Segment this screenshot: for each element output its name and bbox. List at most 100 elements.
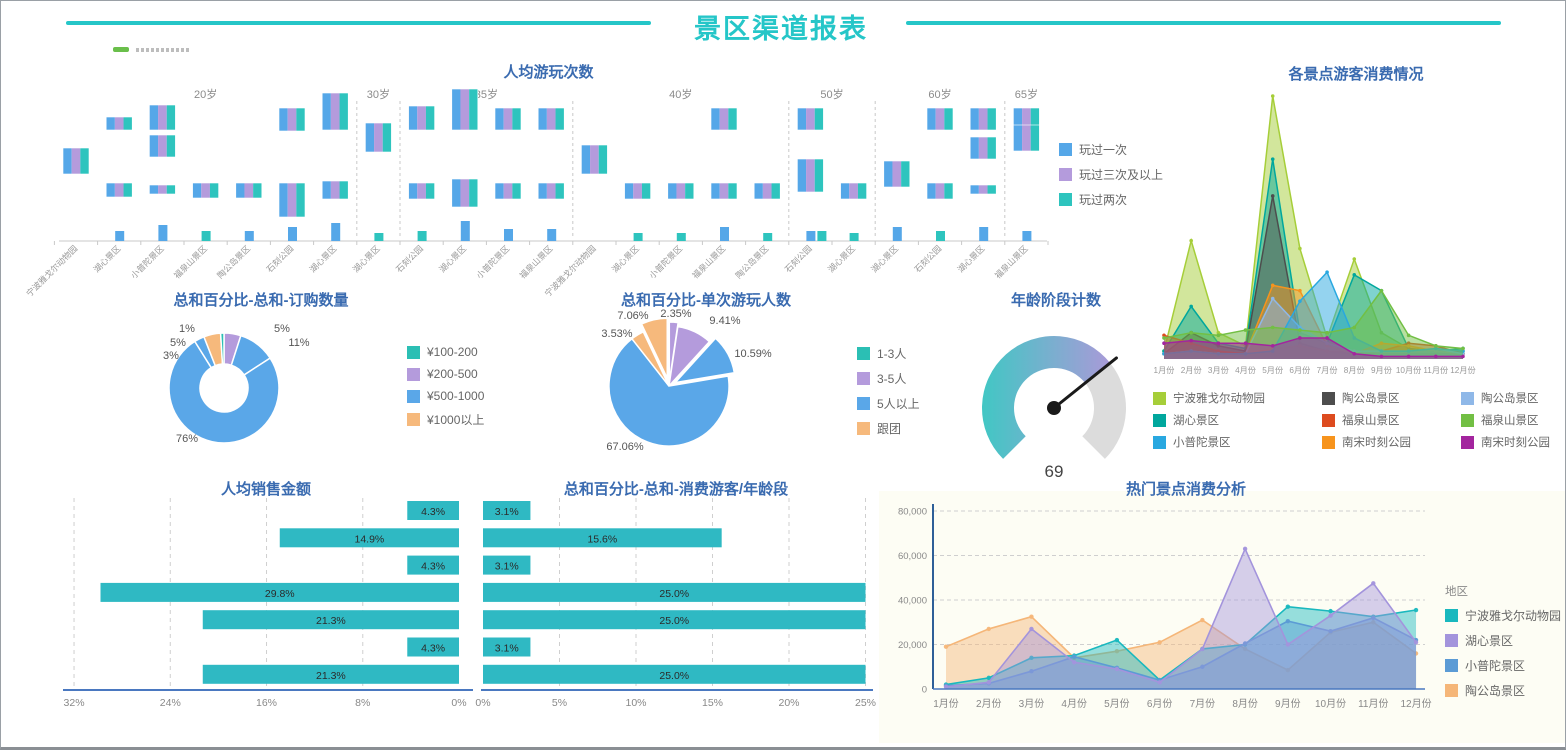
bar-segment[interactable] bbox=[123, 117, 133, 130]
bar-segment[interactable] bbox=[63, 148, 72, 174]
area-series[interactable] bbox=[1164, 290, 1463, 359]
legend-item[interactable]: ¥200-500 bbox=[407, 367, 484, 381]
bar-segment[interactable] bbox=[555, 108, 565, 130]
bar-segment[interactable] bbox=[944, 183, 953, 199]
pie-slice[interactable] bbox=[630, 330, 670, 387]
legend-item[interactable]: 1-3人 bbox=[857, 345, 920, 362]
order-quantity-donut[interactable]: 1%5%3%5%11%76% bbox=[101, 306, 401, 471]
donut-slice[interactable] bbox=[219, 332, 225, 365]
bar-segment[interactable] bbox=[469, 89, 478, 130]
bar-segment[interactable] bbox=[797, 159, 807, 192]
bar-segment[interactable] bbox=[460, 179, 470, 207]
legend-item[interactable]: 3-5人 bbox=[857, 370, 920, 387]
bar-segment[interactable] bbox=[728, 108, 737, 130]
bar-segment[interactable] bbox=[711, 183, 720, 199]
bar-segment[interactable] bbox=[158, 105, 167, 130]
bar-segment[interactable] bbox=[667, 183, 677, 199]
bar-segment[interactable] bbox=[970, 137, 979, 159]
bar[interactable] bbox=[407, 501, 459, 520]
bar-segment[interactable] bbox=[106, 117, 115, 130]
bar-segment[interactable] bbox=[624, 183, 634, 199]
bar-segment[interactable] bbox=[322, 181, 331, 199]
bar-segment[interactable] bbox=[158, 185, 167, 194]
bar-segment[interactable] bbox=[1013, 125, 1023, 151]
bar[interactable] bbox=[483, 610, 866, 630]
bar[interactable] bbox=[331, 223, 341, 241]
bar-segment[interactable] bbox=[555, 183, 565, 199]
bar[interactable] bbox=[100, 582, 460, 602]
spot-consumption-chart[interactable]: 1月份 2月份 3月份 4月份 5月份 6月份 7月份 8月份 9月份 10月份 11月份 12月份 bbox=[1151, 86, 1561, 381]
pie-slice[interactable] bbox=[640, 317, 668, 379]
legend-item[interactable]: 玩过一次 bbox=[1059, 141, 1163, 158]
bar-segment[interactable] bbox=[166, 105, 176, 130]
legend-item[interactable]: 陶公岛景区 bbox=[1461, 387, 1565, 409]
legend-item[interactable]: 湖心景区 bbox=[1153, 409, 1318, 431]
area-series[interactable] bbox=[1164, 272, 1463, 359]
bar[interactable] bbox=[483, 637, 531, 657]
bar-segment[interactable] bbox=[425, 183, 435, 199]
bar-segment[interactable] bbox=[978, 137, 988, 159]
legend-item[interactable]: 福泉山景区 bbox=[1322, 409, 1457, 431]
bar-segment[interactable] bbox=[970, 108, 979, 130]
bar-segment[interactable] bbox=[978, 185, 988, 194]
bar-segment[interactable] bbox=[339, 181, 349, 199]
bar-segment[interactable] bbox=[166, 185, 176, 194]
legend-item[interactable]: 玩过两次 bbox=[1059, 191, 1163, 208]
bar-segment[interactable] bbox=[71, 148, 81, 174]
bar[interactable] bbox=[547, 229, 557, 241]
bar[interactable] bbox=[407, 637, 459, 657]
bar[interactable] bbox=[279, 528, 459, 548]
bar[interactable] bbox=[483, 501, 531, 520]
bar-segment[interactable] bbox=[927, 108, 936, 130]
bar[interactable] bbox=[374, 233, 384, 241]
age-segment-bars[interactable]: 3.1% 15.6% 3.1% 25.0% 25.0% 3.1% 25.0% 0% 5% 10% 1… bbox=[471, 495, 881, 715]
bar-segment[interactable] bbox=[339, 93, 349, 130]
bar-segment[interactable] bbox=[287, 183, 297, 217]
bar-segment[interactable] bbox=[235, 183, 245, 198]
bar-segment[interactable] bbox=[114, 117, 124, 130]
bar[interactable] bbox=[676, 233, 686, 241]
bar-segment[interactable] bbox=[503, 183, 513, 199]
bar[interactable] bbox=[158, 225, 168, 241]
bar[interactable] bbox=[849, 233, 859, 241]
bar-segment[interactable] bbox=[451, 179, 461, 207]
bar-segment[interactable] bbox=[382, 123, 392, 152]
bar-segment[interactable] bbox=[1030, 108, 1040, 130]
bar-segment[interactable] bbox=[814, 108, 824, 130]
area-series[interactable] bbox=[946, 617, 1417, 689]
bar[interactable] bbox=[763, 233, 773, 241]
bar[interactable] bbox=[936, 231, 945, 241]
bar-segment[interactable] bbox=[598, 145, 608, 174]
bar-segment[interactable] bbox=[978, 108, 988, 130]
bar[interactable] bbox=[504, 229, 513, 241]
bar-segment[interactable] bbox=[209, 183, 219, 198]
bar[interactable] bbox=[115, 231, 125, 241]
bar-segment[interactable] bbox=[279, 108, 288, 131]
legend-item[interactable]: 跟团 bbox=[857, 420, 920, 437]
bar-segment[interactable] bbox=[495, 108, 504, 130]
bar-segment[interactable] bbox=[149, 105, 159, 130]
bar-segment[interactable] bbox=[970, 185, 979, 194]
bar-segment[interactable] bbox=[840, 183, 850, 199]
bar-segment[interactable] bbox=[685, 183, 694, 199]
bar-segment[interactable] bbox=[927, 183, 936, 199]
bar-segment[interactable] bbox=[451, 89, 461, 130]
bar-segment[interactable] bbox=[676, 183, 686, 199]
bar-segment[interactable] bbox=[123, 183, 133, 197]
bar-segment[interactable] bbox=[546, 108, 556, 130]
bar-segment[interactable] bbox=[149, 185, 159, 194]
bar-segment[interactable] bbox=[987, 185, 997, 194]
bar-segment[interactable] bbox=[417, 106, 426, 130]
bar-segment[interactable] bbox=[935, 108, 945, 130]
bar-segment[interactable] bbox=[987, 108, 997, 130]
bar-segment[interactable] bbox=[728, 183, 737, 199]
bar-segment[interactable] bbox=[166, 135, 176, 157]
bar[interactable] bbox=[460, 221, 470, 241]
bar[interactable] bbox=[720, 227, 729, 241]
bar-segment[interactable] bbox=[719, 183, 729, 199]
bar-segment[interactable] bbox=[857, 183, 867, 199]
bar-segment[interactable] bbox=[771, 183, 781, 199]
bar-segment[interactable] bbox=[754, 183, 763, 199]
bar-segment[interactable] bbox=[883, 161, 893, 187]
